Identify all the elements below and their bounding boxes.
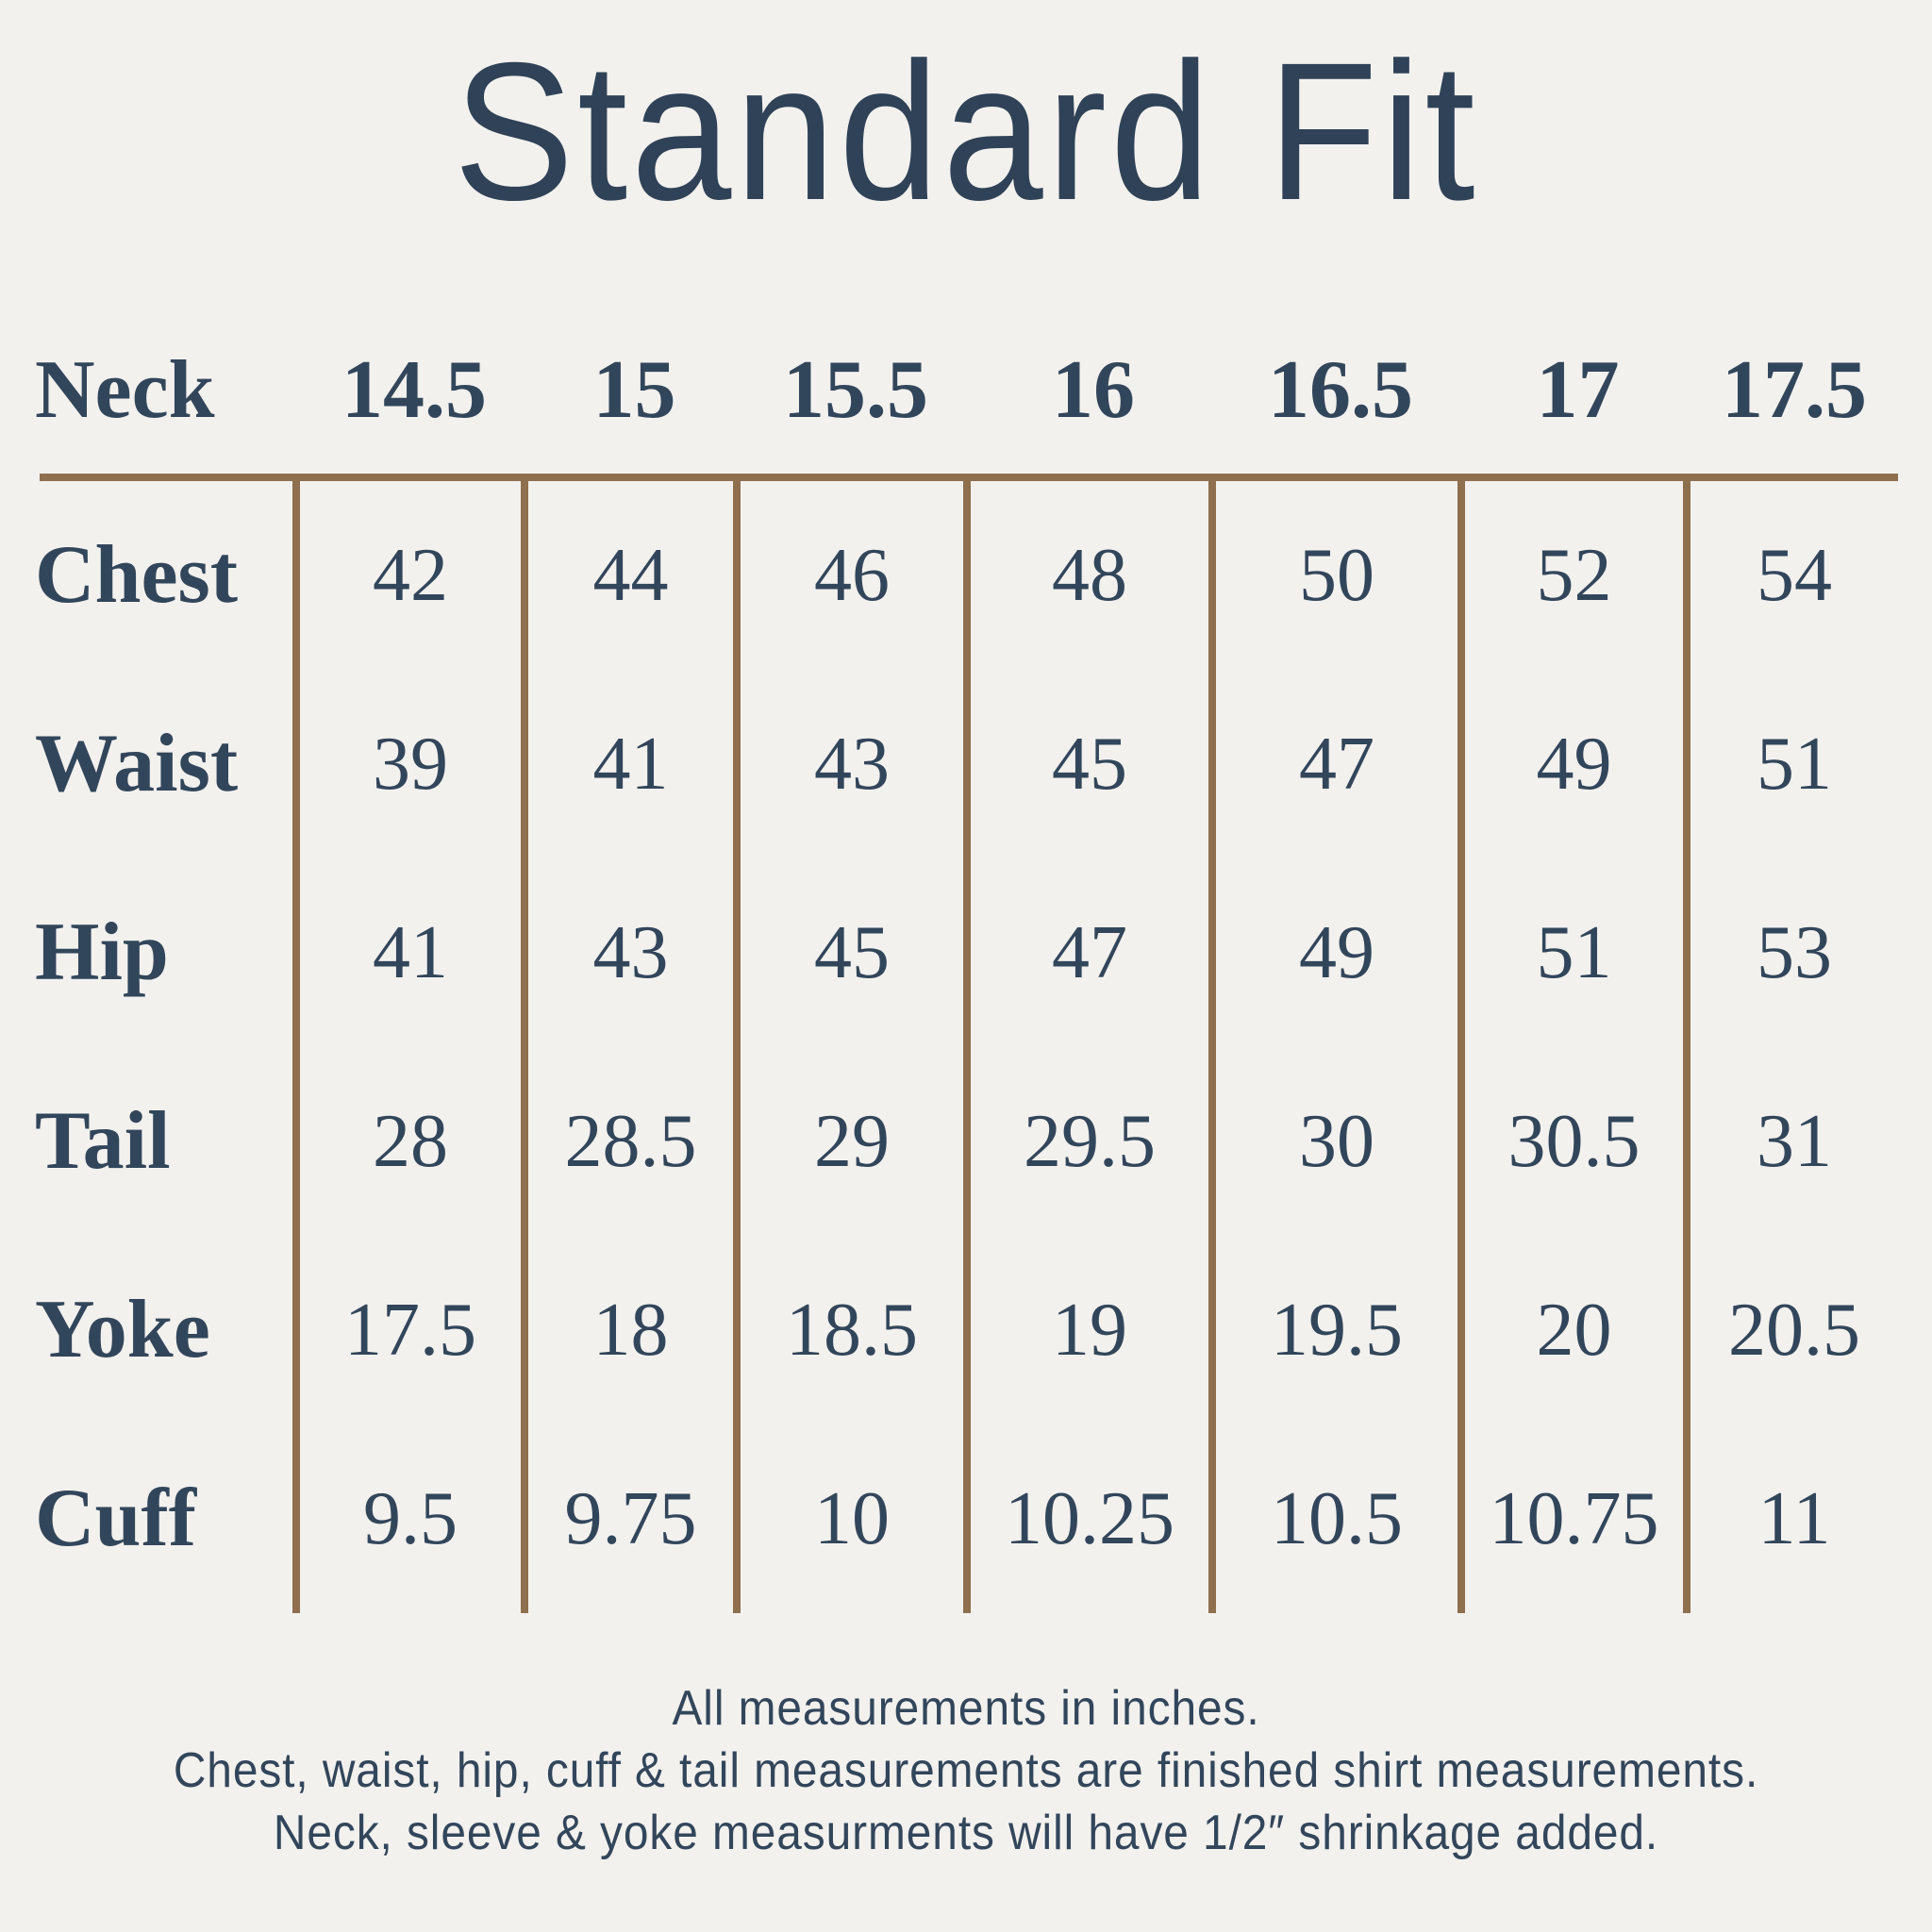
column-header-size: 17.5 — [1722, 344, 1867, 436]
table-cell: 18 — [528, 1236, 741, 1424]
table-body: Chest 42 44 46 48 50 52 54 Waist 39 41 4… — [33, 481, 1898, 1613]
row-label-cuff: Cuff — [33, 1424, 300, 1613]
table-cell: 50 — [1216, 481, 1465, 670]
table-cell: 19 — [971, 1236, 1216, 1424]
table-cell: 53 — [1757, 911, 1832, 994]
row-label-hip: Hip — [33, 858, 300, 1047]
table-cell: 45 — [971, 670, 1216, 858]
table-top-rule — [40, 474, 1898, 481]
table-cell: 47 — [1216, 670, 1465, 858]
column-header-size: 14.5 — [341, 344, 487, 436]
column-header-size: 16 — [1052, 344, 1135, 436]
table-cell: 43 — [528, 858, 741, 1047]
row-label-yoke: Yoke — [33, 1236, 300, 1424]
table-header-row: Neck 14.5 15 15.5 16 16.5 17 17.5 — [33, 321, 1898, 460]
footnote-line: Chest, waist, hip, cuff & tail measureme… — [173, 1743, 1759, 1798]
table-cell: 51 — [1757, 723, 1832, 806]
size-table: Neck 14.5 15 15.5 16 16.5 17 17.5 Chest … — [33, 321, 1898, 1613]
table-cell: 49 — [1216, 858, 1465, 1047]
table-cell: 9.75 — [528, 1424, 741, 1613]
table-cell: 28 — [300, 1047, 528, 1236]
footnote-line: Neck, sleeve & yoke measurments will hav… — [273, 1806, 1659, 1860]
table-cell: 20.5 — [1728, 1289, 1860, 1372]
footnotes: All measurements in inches. Chest, waist… — [77, 1677, 1855, 1864]
table-cell: 39 — [300, 670, 528, 858]
footnote-line: All measurements in inches. — [672, 1681, 1260, 1736]
table-cell: 41 — [528, 670, 741, 858]
table-cell: 45 — [741, 858, 971, 1047]
table-cell: 10 — [741, 1424, 971, 1613]
table-cell: 41 — [300, 858, 528, 1047]
table-cell: 10.25 — [971, 1424, 1216, 1613]
column-header-size: 15 — [592, 344, 676, 436]
table-cell: 9.5 — [300, 1424, 528, 1613]
table-cell: 10.5 — [1216, 1424, 1465, 1613]
table-cell: 49 — [1465, 670, 1690, 858]
table-cell: 44 — [528, 481, 741, 670]
table-cell: 31 — [1757, 1100, 1832, 1183]
table-cell: 43 — [741, 670, 971, 858]
table-cell: 54 — [1757, 534, 1832, 617]
table-cell: 30.5 — [1465, 1047, 1690, 1236]
row-label-waist: Waist — [33, 670, 300, 858]
column-header-size: 17 — [1536, 344, 1620, 436]
column-header-size: 15.5 — [783, 344, 928, 436]
row-header-neck: Neck — [35, 344, 215, 436]
page-title: Standard Fit — [453, 23, 1479, 242]
table-cell: 52 — [1465, 481, 1690, 670]
table-cell: 11 — [1757, 1477, 1831, 1560]
table-cell: 20 — [1465, 1236, 1690, 1424]
table-cell: 51 — [1465, 858, 1690, 1047]
table-cell: 42 — [300, 481, 528, 670]
table-cell: 30 — [1216, 1047, 1465, 1236]
row-label-chest: Chest — [33, 481, 300, 670]
table-cell: 19.5 — [1216, 1236, 1465, 1424]
table-cell: 28.5 — [528, 1047, 741, 1236]
row-label-tail: Tail — [33, 1047, 300, 1236]
table-cell: 48 — [971, 481, 1216, 670]
table-cell: 10.75 — [1465, 1424, 1690, 1613]
table-cell: 29 — [741, 1047, 971, 1236]
table-cell: 47 — [971, 858, 1216, 1047]
table-cell: 17.5 — [300, 1236, 528, 1424]
column-header-size: 16.5 — [1268, 344, 1413, 436]
table-cell: 46 — [741, 481, 971, 670]
table-cell: 29.5 — [971, 1047, 1216, 1236]
table-cell: 18.5 — [741, 1236, 971, 1424]
